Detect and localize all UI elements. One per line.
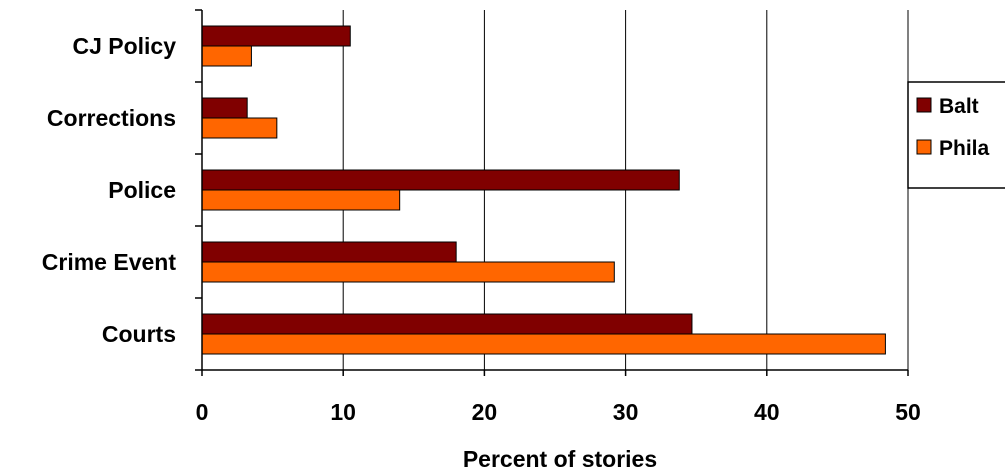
legend-label-phila: Phila xyxy=(939,137,990,160)
bar-balt-crime-event xyxy=(201,241,457,263)
x-tick-label: 0 xyxy=(196,399,209,425)
bar-phila-corrections xyxy=(201,117,278,139)
axes xyxy=(195,9,909,376)
bar-phila-courts xyxy=(201,333,886,355)
category-label-police: Police xyxy=(108,177,176,203)
bar-phila-police xyxy=(201,189,401,211)
x-tick-label: 30 xyxy=(613,399,639,425)
bar-balt-police xyxy=(201,169,680,191)
x-tick-labels: 0 10 20 30 40 50 xyxy=(196,399,921,425)
x-tick-label: 20 xyxy=(472,399,498,425)
bar-phila-crime-event xyxy=(201,261,615,283)
bar-balt-cj-policy xyxy=(201,25,351,47)
bar-phila-cj-policy xyxy=(201,45,252,67)
legend-label-balt: Balt xyxy=(939,95,979,118)
legend: Balt Phila xyxy=(907,81,1005,189)
legend-box xyxy=(907,81,1005,189)
category-label-cj-policy: CJ Policy xyxy=(72,33,176,59)
x-axis-title: Percent of stories xyxy=(463,446,657,470)
bar-balt-corrections xyxy=(201,97,248,119)
legend-swatch-phila xyxy=(916,139,932,155)
bar-balt-courts xyxy=(201,313,693,335)
x-tick-label: 50 xyxy=(895,399,921,425)
x-tick-label: 40 xyxy=(754,399,780,425)
category-label-corrections: Corrections xyxy=(47,105,176,131)
bars xyxy=(201,25,886,355)
legend-swatch-balt xyxy=(916,97,932,113)
category-labels: CJ Policy Corrections Police Crime Event Cou… xyxy=(42,33,177,347)
category-label-crime-event: Crime Event xyxy=(42,249,177,275)
x-tick-label: 10 xyxy=(330,399,356,425)
category-label-courts: Courts xyxy=(102,321,176,347)
